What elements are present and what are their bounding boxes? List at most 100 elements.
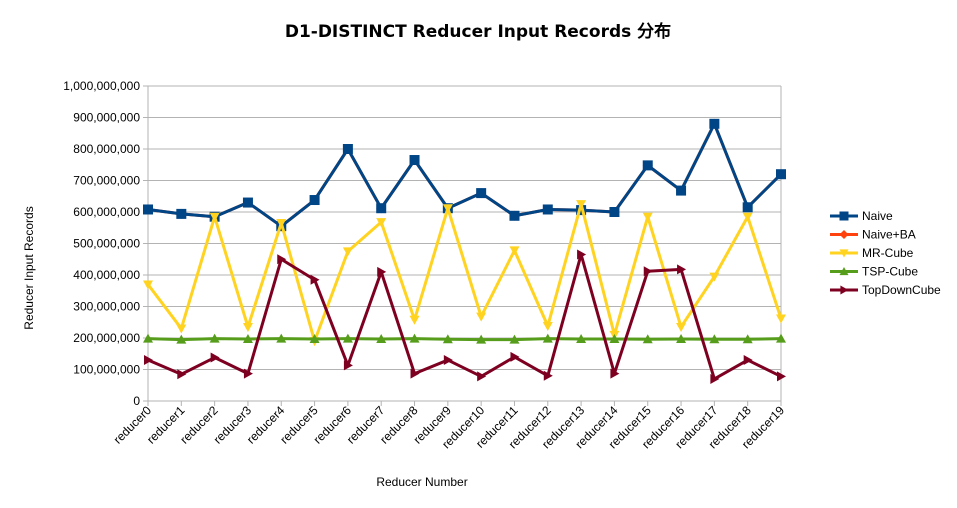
chart-title: D1-DISTINCT Reducer Input Records 分布: [285, 21, 671, 42]
data-point-tsp-cube: [676, 333, 687, 343]
y-tick-label: 400,000,000: [73, 268, 140, 282]
axes: [143, 85, 782, 406]
data-point-mr-cube: [342, 247, 353, 257]
data-point-tsp-cube: [609, 333, 620, 343]
legend-item-naive-ba: Naive+BA: [830, 228, 916, 242]
data-point-tsp-cube: [342, 333, 353, 343]
data-point-mr-cube: [143, 280, 153, 290]
y-tick-label: 300,000,000: [73, 300, 140, 314]
data-point-tsp-cube: [209, 333, 220, 343]
data-point-mr-cube: [209, 212, 220, 222]
data-point-mr-cube: [676, 322, 687, 332]
data-point-topdowncube: [477, 371, 487, 382]
legend-marker-naive-ba: [839, 230, 849, 239]
data-point-naive: [376, 203, 387, 214]
series-mr-cube: [143, 200, 786, 347]
data-point-tsp-cube: [442, 334, 453, 344]
data-point-topdowncube: [777, 371, 786, 382]
data-point-topdowncube: [343, 360, 353, 371]
data-point-tsp-cube: [409, 333, 420, 343]
legend-label-naive: Naive: [862, 209, 893, 223]
y-tick-labels: 0 100,000,000 200,000,000 300,000,000 400,00…: [63, 79, 140, 408]
data-point-naive: [342, 144, 353, 154]
y-tick-label: 900,000,000: [73, 111, 140, 125]
data-point-naive: [609, 207, 620, 217]
legend-marker-topdowncube: [840, 285, 849, 295]
data-point-tsp-cube: [276, 333, 287, 343]
data-point-naive: [409, 155, 420, 166]
data-point-mr-cube: [476, 312, 487, 322]
series-tsp-cube: [143, 333, 786, 344]
y-tick-label: 1,000,000,000: [63, 79, 140, 93]
data-point-mr-cube: [442, 204, 453, 214]
data-point-topdowncube: [277, 254, 287, 265]
y-tick-label: 500,000,000: [73, 237, 140, 251]
series-line-topdowncube: [147, 253, 782, 381]
data-point-tsp-cube: [143, 333, 153, 343]
data-point-tsp-cube: [476, 334, 487, 344]
data-point-naive: [143, 204, 153, 215]
legend-item-naive: Naive: [830, 209, 893, 223]
data-point-mr-cube: [276, 219, 287, 229]
data-point-mr-cube: [576, 200, 587, 210]
data-point-mr-cube: [642, 212, 653, 222]
data-point-topdowncube: [677, 264, 687, 275]
data-point-topdowncube: [443, 355, 453, 366]
series-lines: [143, 118, 786, 384]
data-point-topdowncube: [743, 355, 753, 366]
data-point-naive: [309, 195, 320, 206]
y-tick-label: 800,000,000: [73, 142, 140, 156]
legend-label-topdowncube: TopDownCube: [862, 283, 941, 297]
legend: Naive Naive+BA MR-Cube TSP-Cube TopDownCube: [830, 209, 941, 297]
data-point-mr-cube: [776, 314, 786, 324]
x-tick-labels: reducer0reducer1reducer2reducer3reducer4…: [111, 403, 788, 451]
data-point-tsp-cube: [709, 334, 720, 344]
data-point-naive: [742, 202, 753, 213]
data-point-naive: [776, 169, 786, 180]
data-point-mr-cube: [542, 322, 553, 332]
y-tick-label: 100,000,000: [73, 363, 140, 377]
data-point-tsp-cube: [576, 333, 587, 343]
data-point-topdowncube: [177, 369, 187, 380]
data-point-tsp-cube: [776, 333, 786, 343]
data-point-topdowncube: [510, 351, 520, 362]
data-point-mr-cube: [376, 218, 387, 228]
legend-item-mr-cube: MR-Cube: [830, 246, 914, 260]
legend-item-tsp-cube: TSP-Cube: [830, 265, 918, 279]
legend-marker-mr-cube: [839, 249, 849, 258]
series-topdowncube: [144, 249, 786, 384]
data-point-tsp-cube: [542, 333, 553, 343]
data-point-topdowncube: [144, 355, 153, 366]
data-point-topdowncube: [577, 249, 587, 260]
series-naive: [143, 118, 786, 232]
data-point-naive: [542, 204, 553, 215]
data-point-topdowncube: [710, 373, 720, 384]
data-point-tsp-cube: [242, 333, 253, 343]
data-point-naive: [176, 208, 187, 219]
y-axis-label: Reducer Input Records: [22, 206, 36, 329]
data-point-topdowncube: [377, 266, 387, 277]
data-point-tsp-cube: [176, 334, 187, 344]
data-point-tsp-cube: [376, 333, 387, 343]
data-point-tsp-cube: [742, 334, 753, 344]
legend-marker-naive: [839, 211, 849, 221]
series-line-tsp-cube: [147, 337, 782, 342]
data-point-topdowncube: [410, 368, 420, 379]
data-point-mr-cube: [409, 315, 420, 325]
series-line-mr-cube: [146, 202, 783, 343]
gridlines: [148, 85, 781, 402]
data-point-mr-cube: [176, 324, 187, 334]
data-point-tsp-cube: [509, 334, 520, 344]
data-point-topdowncube: [243, 368, 253, 379]
data-point-topdowncube: [210, 352, 220, 363]
x-axis-label: Reducer Number: [376, 475, 467, 489]
y-tick-label: 600,000,000: [73, 205, 140, 219]
legend-label-mr-cube: MR-Cube: [862, 246, 914, 260]
data-point-naive: [642, 160, 653, 171]
data-point-mr-cube: [742, 212, 753, 222]
data-point-mr-cube: [709, 272, 720, 282]
data-point-naive: [676, 185, 687, 196]
legend-label-tsp-cube: TSP-Cube: [862, 265, 918, 279]
legend-label-naive-ba: Naive+BA: [862, 228, 916, 242]
